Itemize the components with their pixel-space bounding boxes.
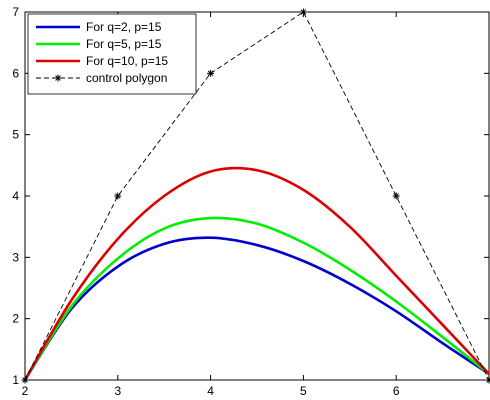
legend-label: For q=10, p=15 — [86, 54, 168, 68]
legend-marker — [54, 74, 62, 82]
control-point-marker — [21, 376, 29, 384]
y-tick-label: 3 — [12, 250, 19, 264]
x-tick-label: 3 — [114, 384, 121, 398]
series-1-line — [23, 216, 490, 381]
series-0-line — [23, 236, 490, 381]
control-point-marker — [207, 69, 215, 77]
series-2-line — [23, 166, 490, 381]
x-tick-label: 4 — [207, 384, 214, 398]
y-tick-label: 7 — [12, 5, 19, 19]
y-tick-label: 5 — [12, 128, 19, 142]
marker-stroke — [486, 378, 490, 383]
legend-item: For q=10, p=15 — [36, 54, 168, 68]
control-point-marker — [392, 192, 400, 200]
y-tick-label: 2 — [12, 312, 19, 326]
y-tick-label: 6 — [12, 66, 19, 80]
legend-label: For q=2, p=15 — [86, 20, 162, 34]
x-tick-label: 2 — [22, 384, 29, 398]
y-tick-label: 1 — [12, 373, 19, 387]
x-tick-label: 6 — [393, 384, 400, 398]
legend-item: For q=2, p=15 — [36, 20, 162, 34]
legend-item: control polygon — [36, 71, 167, 85]
control-polygon-line — [24, 11, 490, 381]
series-layer — [21, 8, 490, 384]
x-tick-label: 5 — [300, 384, 307, 398]
legend: For q=2, p=15 For q=5, p=15 For q=10, p=15… — [27, 13, 197, 95]
legend-label: control polygon — [86, 71, 167, 85]
marker-stroke — [207, 70, 214, 77]
y-tick-label: 4 — [12, 189, 19, 203]
marker-stroke — [55, 75, 61, 81]
control-point-marker — [299, 8, 307, 16]
legend-label: For q=5, p=15 — [86, 37, 162, 51]
control-point-marker — [114, 192, 122, 200]
marker-stroke — [393, 193, 400, 199]
marker-stroke — [114, 193, 121, 199]
marker-stroke — [300, 9, 307, 15]
legend-item: For q=5, p=15 — [36, 37, 162, 51]
marker-stroke — [22, 377, 28, 383]
control-point-marker — [485, 376, 490, 384]
